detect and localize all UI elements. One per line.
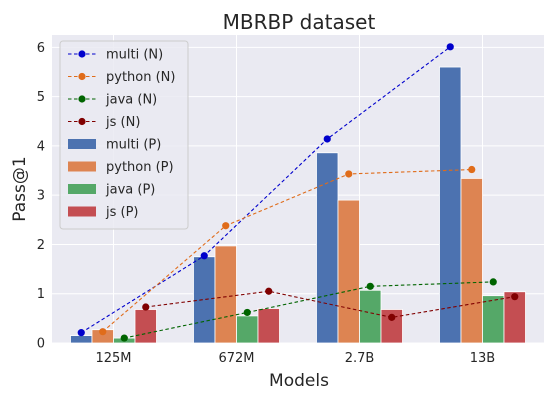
y-tick-label: 5 — [37, 90, 45, 105]
line-point — [99, 328, 107, 336]
line-point — [345, 170, 353, 178]
y-ticks: 0 1 2 3 4 5 6 — [37, 41, 45, 352]
line-point — [243, 308, 251, 317]
y-tick-label: 6 — [37, 41, 45, 56]
legend-bar-swatch — [68, 184, 96, 194]
legend-label: java (N) — [105, 93, 157, 108]
line-point — [323, 135, 331, 143]
bar — [236, 315, 259, 344]
series-line — [80, 46, 451, 334]
legend-label: java (P) — [105, 183, 155, 198]
x-tick-label: 125M — [95, 351, 131, 366]
x-tick-label: 672M — [218, 351, 254, 366]
line-point — [120, 334, 128, 342]
series-line — [145, 290, 515, 318]
bars — [70, 66, 526, 344]
x-axis-label: Models — [269, 371, 329, 391]
line-point — [446, 43, 454, 51]
legend-marker — [78, 117, 86, 126]
bar — [70, 335, 93, 344]
bar — [337, 199, 360, 344]
y-tick-label: 3 — [37, 189, 45, 204]
legend-label: multi (P) — [106, 138, 161, 153]
legend-marker — [78, 95, 86, 103]
y-tick-label: 1 — [37, 287, 45, 302]
line-point — [142, 303, 150, 311]
line-point — [489, 278, 497, 286]
y-tick-label: 2 — [37, 238, 45, 253]
legend: multi (N) python (N) java (N) js (N) multi (… — [59, 40, 189, 230]
line-point — [222, 222, 230, 230]
line-point — [388, 313, 396, 321]
legend-label: python (N) — [106, 70, 175, 85]
legend-label: python (P) — [106, 160, 174, 175]
line-point — [265, 287, 273, 295]
x-tick-label: 13B — [470, 351, 495, 366]
bar — [380, 309, 403, 344]
legend-marker — [78, 50, 86, 58]
legend-bar-swatch — [68, 161, 96, 172]
series-line — [102, 168, 472, 333]
legend-bar-swatch — [68, 206, 96, 217]
bar — [214, 245, 237, 344]
line-point — [77, 329, 85, 337]
line-point — [366, 282, 374, 290]
bar — [316, 152, 339, 344]
legend-frame — [59, 40, 189, 230]
chart-title: MBRBP dataset — [223, 10, 376, 34]
legend-label: multi (N) — [106, 48, 163, 63]
x-tick-label: 2.7B — [345, 351, 375, 366]
bar — [503, 291, 526, 344]
legend-label: js (N) — [105, 115, 140, 130]
legend-marker — [78, 72, 86, 81]
legend-label: js (P) — [105, 205, 139, 220]
x-ticks: 125M 672M 2.7B 13B — [95, 351, 495, 366]
bar — [359, 289, 382, 344]
y-axis-label: Pass@1 — [10, 156, 30, 221]
line-point — [468, 165, 476, 174]
bar — [482, 295, 505, 344]
bar — [134, 309, 157, 344]
line-point — [200, 252, 208, 260]
y-tick-label: 0 — [37, 337, 45, 352]
bar — [460, 178, 483, 344]
lines — [77, 43, 519, 342]
bar — [257, 308, 280, 344]
line-point — [511, 293, 519, 301]
legend-bar-swatch — [68, 139, 96, 149]
y-tick-label: 4 — [37, 139, 45, 154]
bar — [193, 256, 216, 344]
bar — [439, 66, 462, 344]
